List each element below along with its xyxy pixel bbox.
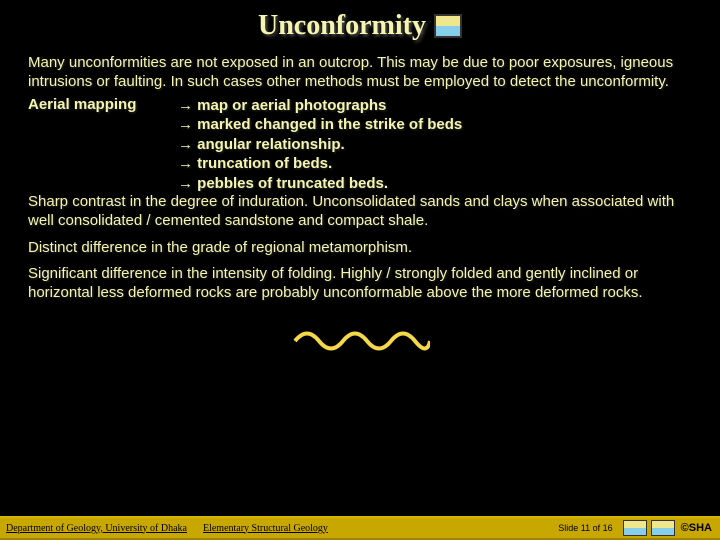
page-title: Unconformity: [258, 10, 426, 42]
paragraph-induration: Sharp contrast in the degree of indurati…: [28, 193, 692, 231]
strata-icon: [434, 14, 462, 38]
strata-icon: [623, 520, 647, 536]
wavy-line-icon: [28, 321, 692, 356]
footer-course: Elementary Structural Geology: [187, 523, 328, 534]
list-item: → angular relationship.: [178, 135, 462, 155]
list-item: → map or aerial photographs: [178, 96, 462, 116]
footer-credit: ©SHA: [681, 522, 720, 534]
list-item: → pebbles of truncated beds.: [178, 174, 462, 194]
slide-indicator: Slide 11 of 16: [558, 523, 622, 533]
intro-paragraph: Many unconformities are not exposed in a…: [28, 54, 692, 92]
content-area: Many unconformities are not exposed in a…: [0, 42, 720, 356]
paragraph-metamorphism: Distinct difference in the grade of regi…: [28, 239, 692, 258]
paragraph-folding: Significant difference in the intensity …: [28, 265, 692, 303]
list-item: → marked changed in the strike of beds: [178, 115, 462, 135]
footer-icons: [623, 520, 681, 536]
aerial-mapping-block: Aerial mapping → map or aerial photograp…: [28, 96, 692, 194]
footer-bar: Department of Geology, University of Dha…: [0, 516, 720, 540]
strata-icon: [651, 520, 675, 536]
aerial-items: → map or aerial photographs → marked cha…: [178, 96, 462, 194]
footer-dept: Department of Geology, University of Dha…: [0, 523, 187, 534]
aerial-label: Aerial mapping: [28, 96, 178, 194]
list-item: → truncation of beds.: [178, 154, 462, 174]
